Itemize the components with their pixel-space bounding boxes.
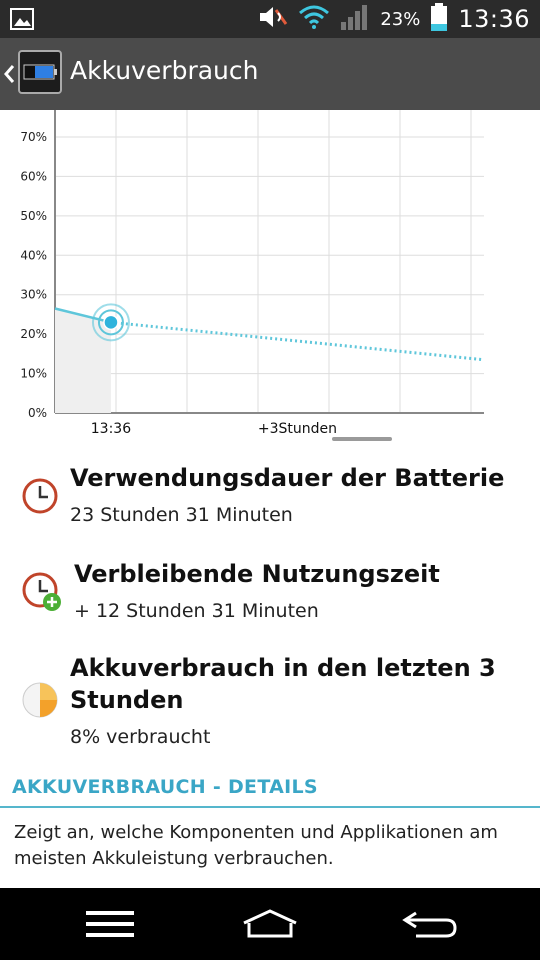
menu-icon[interactable] — [50, 888, 170, 960]
past-usage-area — [55, 308, 111, 413]
battery-icon — [430, 3, 448, 35]
list-item-remaining-time[interactable]: Verbleibende Nutzungszeit + 12 Stunden 3… — [0, 554, 540, 634]
section-divider — [0, 806, 540, 808]
signal-icon — [340, 4, 370, 34]
battery-app-icon[interactable] — [18, 50, 62, 94]
battery-percent: 23% — [380, 8, 421, 30]
y-tick-label: 60% — [20, 169, 47, 183]
chart-svg: 70% 60% 50% 40% 30% 20% 10% 0% 13:36 +3Stunden — [20, 110, 485, 437]
item-title-line2: Stunden — [70, 686, 184, 714]
y-tick-label: 10% — [20, 367, 47, 381]
gallery-icon — [10, 8, 34, 30]
y-tick-label: 40% — [20, 248, 47, 262]
mute-icon — [258, 5, 288, 33]
item-title-line1: Akkuverbrauch in den letzten 3 — [70, 654, 496, 682]
item-subtitle: + 12 Stunden 31 Minuten — [74, 600, 319, 622]
battery-chart: 70% 60% 50% 40% 30% 20% 10% 0% 13:36 +3Stunden — [0, 110, 540, 450]
list-item-recent-usage[interactable]: Akkuverbrauch in den letzten 3 Stunden 8… — [0, 650, 540, 760]
up-navigation-icon[interactable] — [2, 60, 16, 88]
item-subtitle: 23 Stunden 31 Minuten — [70, 504, 293, 526]
x-tick-label: 13:36 — [91, 421, 131, 437]
item-title: Verbleibende Nutzungszeit — [74, 560, 440, 588]
back-icon[interactable] — [370, 888, 490, 960]
current-point-ring-inner — [97, 309, 124, 336]
home-icon[interactable] — [210, 888, 330, 960]
page-title: Akkuverbrauch — [70, 56, 259, 85]
series-line-forecast — [110, 320, 485, 362]
y-tick-label: 30% — [20, 288, 47, 302]
wifi-icon — [298, 5, 330, 33]
item-title: Verwendungsdauer der Batterie — [70, 464, 505, 492]
scroll-indicator — [332, 437, 392, 441]
action-bar: Akkuverbrauch — [0, 38, 540, 110]
list-item-usage-duration[interactable]: Verwendungsdauer der Batterie 23 Stunden… — [0, 458, 540, 538]
current-point-ring — [91, 303, 130, 342]
navigation-bar — [0, 888, 540, 960]
status-time: 13:36 — [458, 5, 530, 33]
y-tick-label: 70% — [20, 130, 47, 144]
y-tick-label: 50% — [20, 209, 47, 223]
x-tick-label: +3Stunden — [258, 421, 337, 437]
clock-icon — [20, 476, 60, 516]
item-subtitle: 8% verbraucht — [70, 726, 211, 748]
details-description[interactable]: Zeigt an, welche Komponenten und Applika… — [14, 822, 498, 869]
y-tick-label: 0% — [28, 406, 47, 420]
status-bar: 23% 13:36 — [0, 0, 540, 38]
pie-chart-icon — [20, 680, 60, 720]
y-tick-label: 20% — [20, 327, 47, 341]
clock-plus-icon — [20, 570, 61, 611]
series-line-history — [54, 307, 112, 324]
details-section-header: AKKUVERBRAUCH - DETAILS — [12, 776, 318, 798]
current-point — [103, 314, 119, 331]
